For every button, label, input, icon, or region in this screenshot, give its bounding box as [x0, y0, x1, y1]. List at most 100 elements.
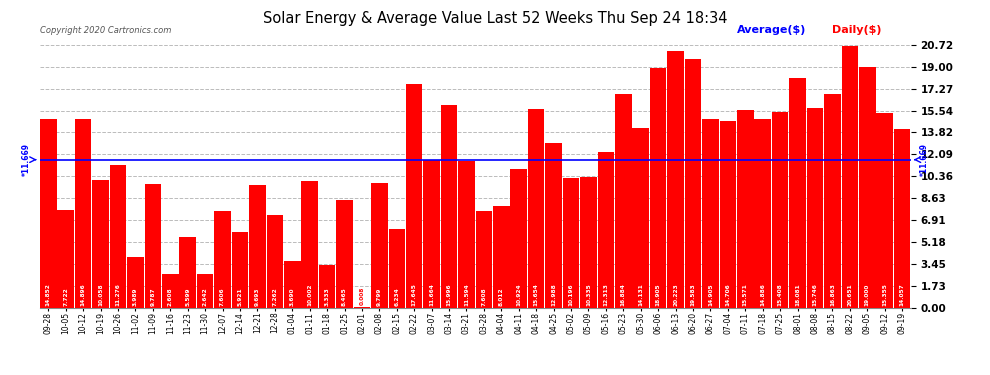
Bar: [301, 181, 318, 308]
Text: 10.335: 10.335: [586, 283, 591, 306]
Bar: [214, 211, 231, 308]
Text: 3.989: 3.989: [133, 287, 138, 306]
Bar: [633, 129, 649, 308]
Text: 9.693: 9.693: [254, 287, 260, 306]
Bar: [458, 160, 475, 308]
Text: 9.799: 9.799: [377, 287, 382, 306]
Text: 6.234: 6.234: [394, 287, 399, 306]
Text: Daily($): Daily($): [833, 24, 882, 34]
Bar: [649, 68, 666, 308]
Text: *11.669: *11.669: [22, 143, 31, 176]
Text: 8.465: 8.465: [342, 287, 347, 306]
Bar: [475, 211, 492, 308]
Text: 20.223: 20.223: [673, 283, 678, 306]
Text: 12.988: 12.988: [551, 283, 556, 306]
Text: 15.408: 15.408: [777, 283, 783, 306]
Text: 14.706: 14.706: [726, 283, 731, 306]
Text: 15.571: 15.571: [742, 283, 747, 306]
Bar: [528, 109, 545, 307]
Bar: [441, 105, 457, 308]
Text: 12.313: 12.313: [603, 283, 609, 306]
Bar: [824, 94, 841, 308]
Bar: [388, 228, 405, 308]
Text: 18.081: 18.081: [795, 283, 800, 306]
Text: 7.262: 7.262: [272, 287, 277, 306]
Bar: [162, 274, 178, 308]
Text: 10.924: 10.924: [516, 283, 522, 306]
Bar: [545, 143, 562, 308]
Text: 11.276: 11.276: [116, 283, 121, 306]
Text: 10.196: 10.196: [568, 283, 573, 306]
Text: 9.787: 9.787: [150, 287, 155, 306]
Bar: [75, 119, 91, 308]
Bar: [127, 257, 144, 307]
Text: 14.905: 14.905: [708, 283, 713, 306]
Text: 15.654: 15.654: [534, 283, 539, 306]
Bar: [789, 78, 806, 308]
Bar: [57, 210, 74, 308]
Text: 14.852: 14.852: [46, 283, 50, 306]
Bar: [145, 183, 161, 308]
Bar: [876, 113, 893, 308]
Bar: [685, 59, 701, 308]
Bar: [562, 178, 579, 308]
Bar: [894, 129, 911, 308]
Text: *11.669: *11.669: [920, 143, 929, 176]
Text: 7.722: 7.722: [63, 287, 68, 306]
Bar: [737, 110, 753, 308]
Text: 16.884: 16.884: [621, 283, 626, 306]
Bar: [92, 180, 109, 308]
Bar: [40, 119, 56, 308]
Bar: [493, 206, 510, 308]
Bar: [337, 200, 352, 308]
Bar: [615, 94, 632, 308]
Text: 14.057: 14.057: [900, 283, 905, 306]
Text: 3.690: 3.690: [290, 287, 295, 306]
Bar: [232, 232, 248, 308]
Text: 5.921: 5.921: [238, 287, 243, 306]
Text: 14.886: 14.886: [760, 283, 765, 306]
Text: 19.000: 19.000: [864, 283, 870, 306]
Bar: [266, 216, 283, 308]
Text: 8.012: 8.012: [499, 287, 504, 306]
Bar: [319, 265, 336, 308]
Bar: [424, 160, 440, 308]
Bar: [197, 274, 214, 308]
Bar: [772, 112, 788, 308]
Text: 19.583: 19.583: [690, 283, 696, 306]
Text: 17.645: 17.645: [412, 283, 417, 306]
Bar: [859, 67, 875, 308]
Bar: [406, 84, 423, 308]
Text: 0.008: 0.008: [359, 286, 364, 305]
Text: 20.651: 20.651: [847, 283, 852, 306]
Bar: [249, 185, 265, 308]
Bar: [807, 108, 824, 308]
Bar: [720, 121, 737, 308]
Bar: [842, 46, 858, 308]
Text: 11.594: 11.594: [464, 283, 469, 306]
Text: 2.642: 2.642: [203, 287, 208, 306]
Text: 5.599: 5.599: [185, 287, 190, 306]
Text: 15.746: 15.746: [813, 283, 818, 306]
Bar: [598, 152, 614, 308]
Bar: [371, 183, 388, 308]
Text: 2.608: 2.608: [167, 287, 173, 306]
Text: 11.664: 11.664: [429, 283, 435, 306]
Bar: [754, 119, 771, 308]
Text: Copyright 2020 Cartronics.com: Copyright 2020 Cartronics.com: [40, 26, 171, 34]
Text: 16.863: 16.863: [830, 283, 835, 306]
Text: 7.608: 7.608: [481, 287, 486, 306]
Text: 7.606: 7.606: [220, 287, 225, 306]
Bar: [580, 177, 597, 308]
Text: 14.896: 14.896: [80, 283, 86, 306]
Bar: [702, 118, 719, 308]
Text: 3.333: 3.333: [325, 287, 330, 306]
Text: 10.002: 10.002: [307, 283, 312, 306]
Bar: [511, 169, 527, 308]
Text: 14.131: 14.131: [639, 283, 644, 306]
Text: 10.058: 10.058: [98, 283, 103, 306]
Text: 18.905: 18.905: [655, 283, 660, 306]
Bar: [284, 261, 301, 308]
Text: 15.355: 15.355: [882, 283, 887, 306]
Text: Average($): Average($): [737, 24, 806, 34]
